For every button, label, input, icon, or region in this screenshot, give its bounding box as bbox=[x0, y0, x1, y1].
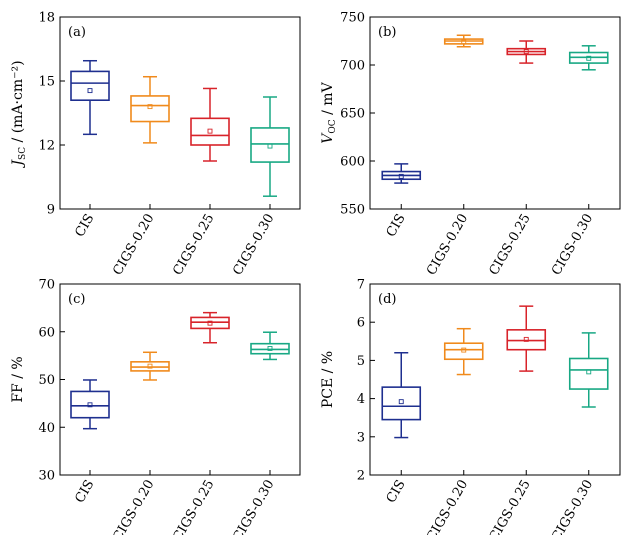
box-cigs-0-20: CIGS-0.20 bbox=[110, 351, 170, 539]
y-tick-label: 60 bbox=[38, 325, 55, 340]
x-tick-label: CIS bbox=[72, 478, 97, 506]
mean-marker bbox=[267, 346, 273, 351]
box-cigs-0-25: CIGS-0.25 bbox=[170, 311, 230, 539]
x-tick-label: CIGS-0.20 bbox=[424, 212, 471, 279]
box-cigs-0-25: CIGS-0.25 bbox=[487, 40, 547, 279]
box-cigs-0-30: CIGS-0.30 bbox=[230, 331, 290, 539]
y-tick-label: 15 bbox=[38, 75, 55, 90]
y-axis-label: FF / % bbox=[10, 356, 26, 402]
mean-marker bbox=[398, 173, 404, 179]
panel-d: 2 3 4 5 6 7 (d) PCE / % CIS CIGS-0.20 CIGS-0.25 CIG… bbox=[320, 278, 621, 539]
box-cigs-0-20: CIGS-0.20 bbox=[110, 75, 170, 279]
x-tick-label: CIS bbox=[72, 212, 97, 240]
box-iqr bbox=[381, 386, 422, 421]
box-iqr bbox=[568, 357, 609, 390]
y-tick-label: 9 bbox=[47, 203, 55, 218]
y-tick-label: 700 bbox=[340, 59, 365, 74]
x-tick-label: CIGS-0.20 bbox=[110, 478, 157, 536]
x-tick-label: CIGS-0.25 bbox=[487, 212, 534, 279]
mean-marker bbox=[147, 363, 153, 369]
y-tick-label: 12 bbox=[38, 139, 55, 154]
box-cigs-0-25: CIGS-0.25 bbox=[170, 87, 230, 279]
y-axis-label: PCE / % bbox=[320, 351, 336, 408]
box-cis: CIS bbox=[381, 352, 422, 506]
mean-marker bbox=[461, 347, 467, 353]
panel-a: 9 12 15 18 (a) JSC / (mA·cm⁻²) CIS CIGS-0.20 CIG… bbox=[10, 11, 301, 279]
x-tick-label: CIGS-0.25 bbox=[170, 212, 217, 279]
box-cigs-0-20: CIGS-0.20 bbox=[424, 327, 484, 539]
x-tick-label: CIGS-0.30 bbox=[549, 212, 596, 279]
x-tick-label: CIGS-0.30 bbox=[230, 212, 277, 279]
panel-b: 550 600 650 700 750 (b) VOC / mV CIS CIGS-0.20 CI… bbox=[320, 11, 621, 279]
box-iqr bbox=[70, 390, 110, 419]
y-tick-label: 550 bbox=[340, 203, 365, 218]
y-tick-label: 30 bbox=[38, 469, 55, 484]
mean-marker bbox=[523, 49, 529, 55]
mean-marker bbox=[87, 88, 93, 94]
box-cigs-0-20: CIGS-0.20 bbox=[424, 34, 484, 279]
mean-marker bbox=[267, 143, 273, 149]
box-cigs-0-30: CIGS-0.30 bbox=[549, 332, 609, 539]
x-tick-label: CIGS-0.25 bbox=[487, 478, 534, 536]
x-tick-label: CIGS-0.25 bbox=[170, 478, 217, 536]
y-tick-label: 18 bbox=[38, 11, 55, 26]
x-tick-label: CIGS-0.30 bbox=[549, 478, 596, 536]
panel-label: (d) bbox=[378, 292, 396, 307]
mean-marker bbox=[523, 336, 529, 342]
panel-label: (a) bbox=[68, 25, 86, 40]
y-tick-label: 70 bbox=[38, 278, 55, 293]
mean-marker bbox=[398, 399, 404, 405]
x-tick-label: CIGS-0.20 bbox=[110, 212, 157, 279]
mean-marker bbox=[461, 39, 467, 45]
y-tick-label: 2 bbox=[357, 469, 365, 484]
plot-frame bbox=[59, 16, 301, 210]
y-tick-label: 40 bbox=[38, 421, 55, 436]
box-cigs-0-30: CIGS-0.30 bbox=[549, 45, 609, 279]
box-iqr bbox=[190, 117, 230, 146]
y-tick-label: 5 bbox=[357, 354, 365, 369]
panel-label: (c) bbox=[68, 292, 85, 307]
box-iqr bbox=[250, 127, 290, 163]
y-axis-label: VOC / mV bbox=[320, 81, 338, 143]
x-tick-label: CIS bbox=[384, 478, 409, 506]
y-axis-label: JSC / (mA·cm⁻²) bbox=[10, 60, 28, 168]
mean-marker bbox=[207, 320, 213, 326]
mean-marker bbox=[87, 402, 93, 408]
box-iqr bbox=[443, 342, 484, 361]
mean-marker bbox=[207, 128, 213, 134]
mean-marker bbox=[147, 104, 153, 110]
box-cis: CIS bbox=[70, 59, 110, 240]
y-tick-label: 6 bbox=[357, 316, 365, 331]
y-tick-label: 600 bbox=[340, 155, 365, 170]
box-cigs-0-25: CIGS-0.25 bbox=[487, 305, 547, 539]
plot-frame bbox=[369, 283, 621, 476]
box-cigs-0-30: CIGS-0.30 bbox=[230, 96, 290, 279]
x-tick-label: CIS bbox=[384, 212, 409, 240]
y-tick-label: 750 bbox=[340, 11, 365, 26]
y-tick-label: 4 bbox=[357, 392, 365, 407]
panel-label: (b) bbox=[378, 25, 396, 40]
panel-c: 30 40 50 60 70 (c) FF / % CIS CIGS-0.20 CIGS-0.25… bbox=[10, 278, 301, 539]
y-tick-label: 650 bbox=[340, 107, 365, 122]
mean-marker bbox=[586, 369, 592, 375]
box-cis: CIS bbox=[381, 163, 422, 240]
mean-marker bbox=[586, 55, 592, 61]
x-tick-label: CIGS-0.20 bbox=[424, 478, 471, 536]
x-tick-label: CIGS-0.30 bbox=[230, 478, 277, 536]
box-cis: CIS bbox=[70, 379, 110, 506]
box-iqr bbox=[70, 70, 110, 102]
box-iqr bbox=[130, 95, 170, 123]
y-tick-label: 7 bbox=[357, 278, 365, 293]
y-tick-label: 3 bbox=[357, 430, 365, 445]
y-tick-label: 50 bbox=[38, 373, 55, 388]
